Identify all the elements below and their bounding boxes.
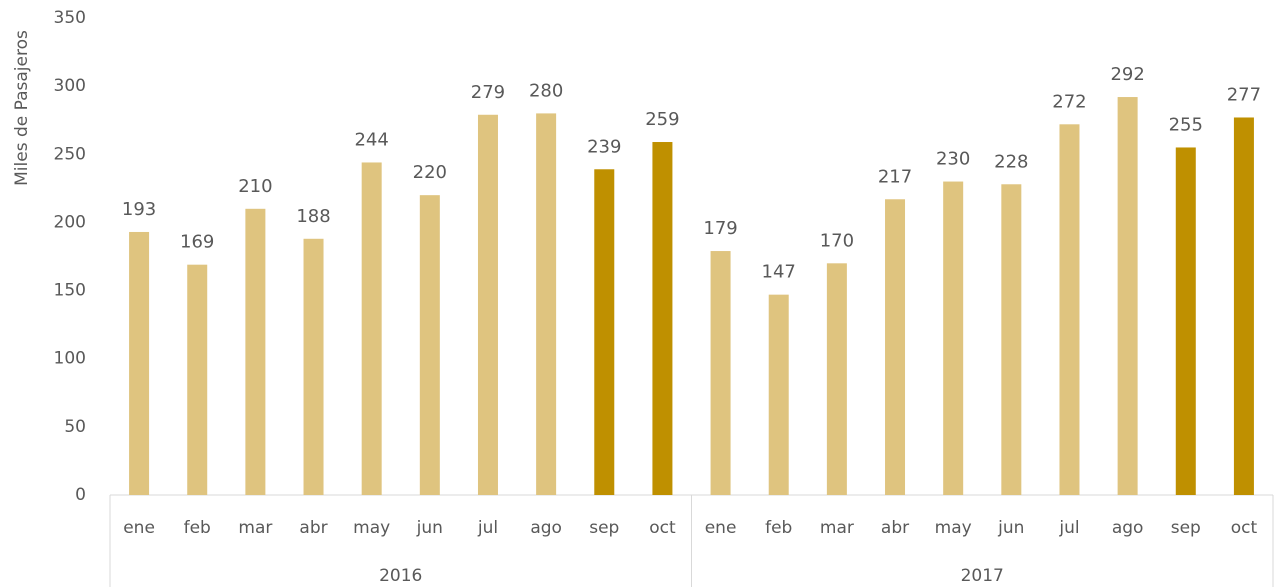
x-tick-label: jun: [997, 518, 1024, 538]
data-label: 277: [1227, 84, 1261, 105]
data-label: 210: [238, 176, 272, 197]
x-tick-label: oct: [1231, 518, 1258, 538]
y-tick-label: 100: [54, 349, 86, 369]
x-tick-label: mar: [820, 518, 854, 538]
bar: [826, 263, 847, 495]
data-label: 220: [413, 162, 447, 183]
data-label: 239: [587, 136, 621, 157]
bar: [885, 199, 906, 495]
bar: [361, 162, 382, 495]
bar: [594, 169, 615, 495]
bar: [652, 142, 673, 495]
x-tick-label: ene: [705, 518, 737, 538]
bar: [536, 113, 557, 496]
bar: [303, 238, 324, 496]
data-label: 188: [296, 206, 330, 227]
x-tick-label: sep: [1171, 518, 1201, 538]
y-tick-label: 350: [54, 8, 86, 28]
x-tick-label: jun: [416, 518, 443, 538]
x-tick-label: oct: [649, 518, 676, 538]
y-tick-label: 250: [54, 144, 86, 164]
data-label: 259: [645, 109, 679, 130]
x-tick-label: abr: [881, 518, 909, 538]
x-tick-label: ene: [123, 518, 155, 538]
data-label: 279: [471, 82, 505, 103]
y-tick-label: 150: [54, 281, 86, 301]
bar: [1117, 97, 1138, 495]
bar: [419, 195, 440, 495]
x-tick-label: jul: [1058, 518, 1079, 538]
data-label: 193: [122, 199, 156, 220]
data-label: 272: [1052, 91, 1086, 112]
x-tick-label: sep: [589, 518, 619, 538]
x-tick-label: jul: [477, 518, 498, 538]
data-label: 230: [936, 149, 970, 170]
data-label: 228: [994, 151, 1028, 172]
x-tick-label: feb: [184, 518, 211, 538]
bar: [1001, 184, 1022, 496]
x-tick-label: abr: [299, 518, 327, 538]
x-tick-label: may: [935, 518, 972, 538]
bar: [768, 294, 789, 495]
bar: [710, 251, 731, 495]
data-label: 179: [703, 218, 737, 239]
data-label: 244: [354, 129, 388, 150]
x-tick-label: may: [353, 518, 390, 538]
y-tick-label: 300: [54, 76, 86, 96]
group-label: 2016: [379, 566, 422, 586]
data-label: 170: [820, 230, 854, 251]
data-label: 217: [878, 166, 912, 187]
y-tick-label: 200: [54, 212, 86, 232]
y-axis-title: Miles de Pasajeros: [12, 30, 32, 186]
bar: [1059, 124, 1080, 495]
data-label: 255: [1169, 114, 1203, 135]
bar: [129, 231, 150, 495]
bar: [1175, 147, 1196, 495]
x-tick-label: ago: [530, 518, 562, 538]
bar: [245, 208, 266, 496]
x-tick-label: ago: [1112, 518, 1144, 538]
x-tick-label: mar: [238, 518, 272, 538]
y-tick-label: 0: [75, 485, 86, 505]
data-label: 292: [1110, 64, 1144, 85]
bar: [187, 264, 208, 495]
group-label: 2017: [961, 566, 1004, 586]
data-label: 169: [180, 232, 214, 253]
data-label: 280: [529, 80, 563, 101]
y-tick-label: 50: [64, 417, 86, 437]
bar: [477, 114, 498, 496]
data-label: 147: [762, 262, 796, 283]
x-tick-label: feb: [765, 518, 792, 538]
bar: [1233, 117, 1254, 495]
bar: [943, 181, 964, 496]
